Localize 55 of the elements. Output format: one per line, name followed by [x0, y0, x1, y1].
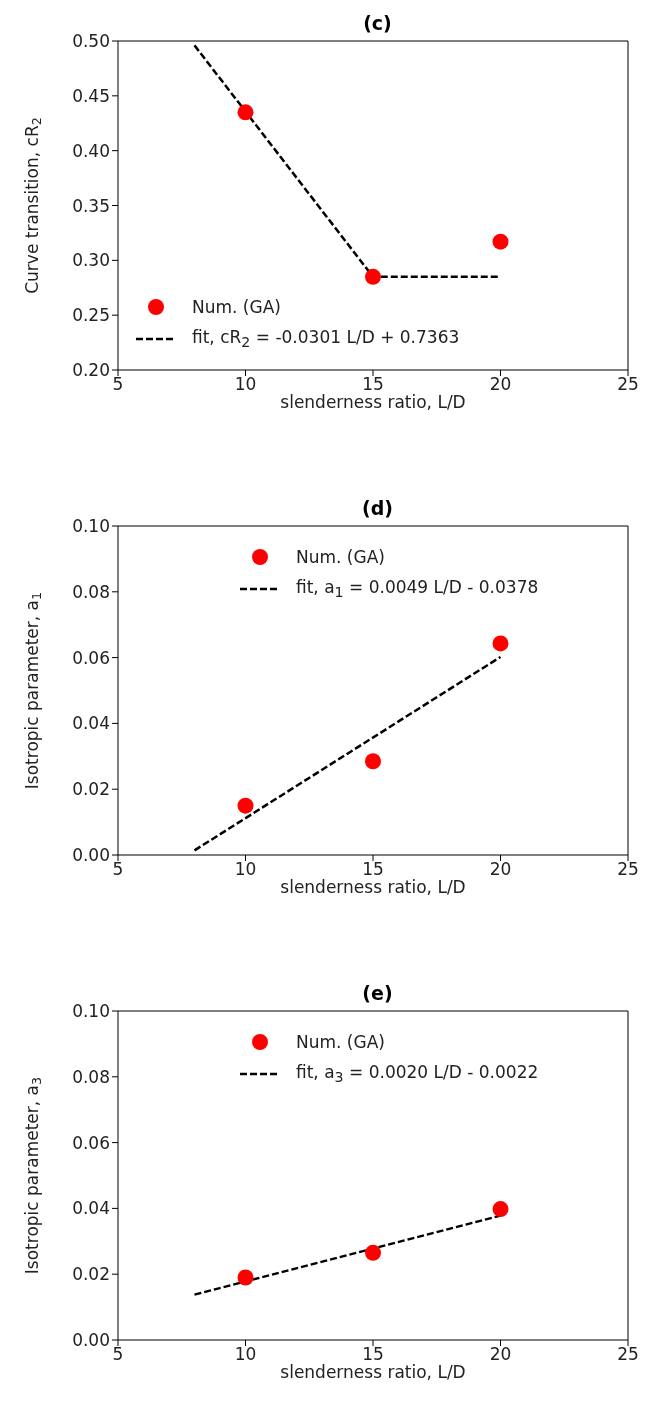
x-tick-label: 5 — [112, 1344, 124, 1365]
x-tick-label: 20 — [489, 859, 512, 880]
y-tick-label: 0.50 — [72, 31, 110, 52]
y-tick-label: 0.08 — [72, 581, 110, 602]
y-tick-label: 0.45 — [72, 85, 110, 106]
x-tick-label: 15 — [362, 374, 384, 395]
x-tick-label: 15 — [362, 859, 384, 880]
y-tick-label: 0.04 — [72, 1198, 110, 1219]
x-tick-label: 10 — [234, 1344, 257, 1365]
chart-title: (c) — [362, 12, 393, 34]
y-tick-label: 0.08 — [72, 1066, 110, 1087]
point — [365, 268, 381, 285]
legend-label: fit, a$_{3}$ = 0.0020 L/D - 0.0022 — [296, 1062, 539, 1086]
point — [237, 1269, 254, 1286]
y-tick-label: 0.02 — [72, 779, 110, 800]
x-tick-label: 10 — [234, 374, 257, 395]
x-axis-title: slenderness ratio, L/D — [280, 1362, 466, 1382]
x-tick-label: 5 — [112, 374, 124, 395]
x-axis-title: slenderness ratio, L/D — [280, 392, 466, 412]
y-tick-label: 0.02 — [72, 1264, 110, 1285]
point — [237, 797, 254, 814]
y-tick-label: 0.06 — [72, 647, 110, 668]
x-tick-label: 25 — [617, 859, 639, 880]
x-tick-label: 25 — [617, 1344, 639, 1365]
y-tick-label: 0.04 — [72, 713, 110, 734]
y-tick-label: 0.00 — [72, 845, 110, 866]
x-tick-label: 10 — [234, 859, 257, 880]
y-tick-label: 0.20 — [72, 360, 110, 381]
y-tick-label: 0.00 — [72, 1330, 110, 1351]
x-tick-label: 20 — [489, 374, 512, 395]
x-tick-label: 5 — [112, 859, 124, 880]
y-tick-label: 0.06 — [72, 1132, 110, 1153]
point — [492, 233, 509, 250]
chart-title: (e) — [361, 982, 394, 1004]
point — [365, 1244, 381, 1261]
point — [492, 1201, 509, 1218]
y-tick-label: 0.40 — [72, 140, 110, 161]
y-tick-label: 0.10 — [72, 1001, 110, 1022]
point — [237, 104, 254, 121]
y-tick-label: 0.25 — [72, 305, 110, 326]
x-tick-label: 15 — [362, 1344, 384, 1365]
x-tick-label: 25 — [617, 374, 639, 395]
legend-label: fit, a$_{1}$ = 0.0049 L/D - 0.0378 — [296, 577, 539, 601]
x-axis-title: slenderness ratio, L/D — [280, 877, 466, 897]
point — [492, 635, 509, 652]
y-tick-label: 0.35 — [72, 195, 110, 216]
legend-label: Num. (GA) — [296, 547, 385, 567]
x-tick-label: 20 — [489, 1344, 512, 1365]
y-tick-label: 0.30 — [72, 250, 110, 271]
point — [365, 753, 381, 770]
legend-label: Num. (GA) — [192, 297, 281, 317]
y-tick-label: 0.10 — [72, 516, 110, 537]
legend-label: Num. (GA) — [296, 1032, 385, 1052]
legend-label: fit, cR$_{2}$ = -0.0301 L/D + 0.7363 — [192, 327, 460, 351]
chart-title: (d) — [361, 497, 394, 519]
